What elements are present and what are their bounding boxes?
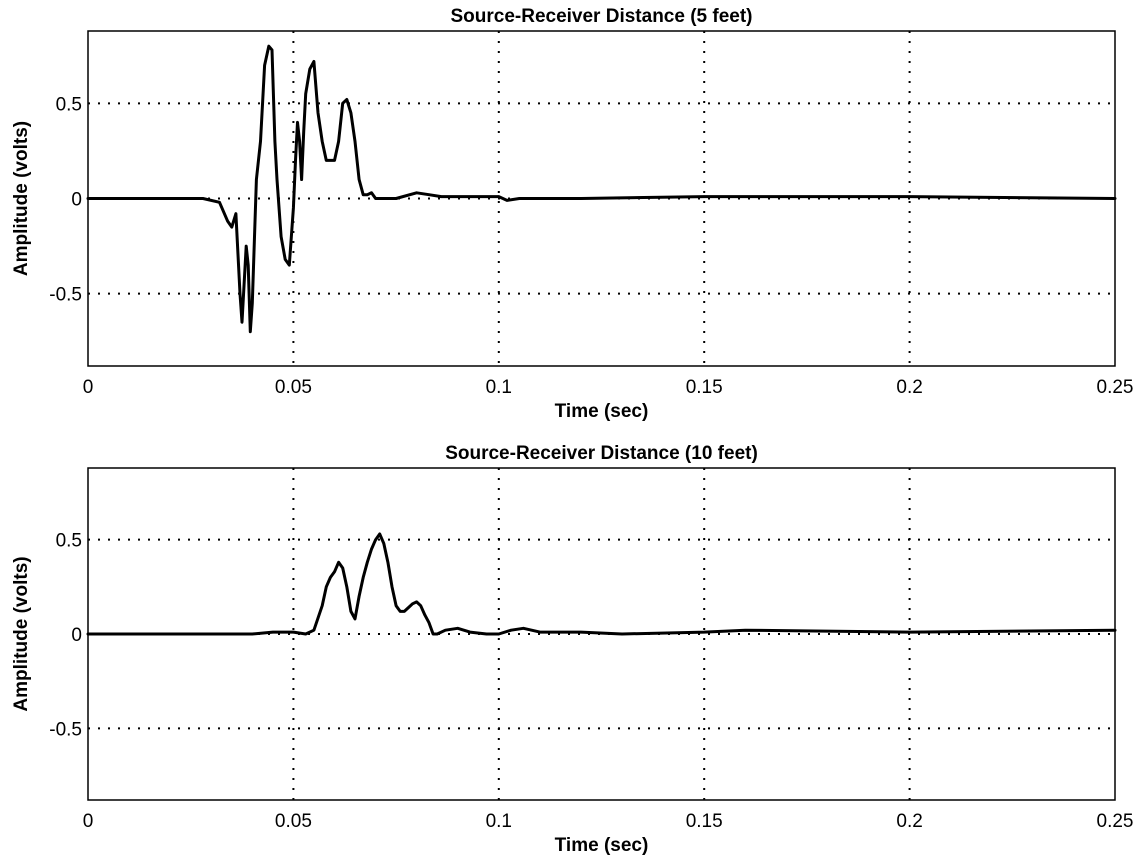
y-tick-label: 0.5 <box>56 531 82 552</box>
x-tick-label: 0.1 <box>486 377 512 398</box>
x-tick-label: 0.2 <box>896 377 922 398</box>
chart-title: Source-Receiver Distance (10 feet) <box>445 443 758 464</box>
x-axis-label: Time (sec) <box>555 401 649 422</box>
y-tick-label: 0 <box>71 190 82 211</box>
x-tick-label: 0.1 <box>486 811 512 832</box>
series-line-1 <box>86 532 1117 636</box>
y-axis-label: Amplitude (volts) <box>11 121 32 276</box>
chart-panel-1: 0 0.05 0.1 0.15 0.2 0.25 0.5 0 -0.5 Source-Receiv… <box>11 6 1133 422</box>
y-tick-label: -0.5 <box>49 285 82 306</box>
chart-title: Source-Receiver Distance (5 feet) <box>450 6 752 27</box>
x-tick-label: 0.25 <box>1097 377 1134 398</box>
x-tick-label: 0.05 <box>275 811 312 832</box>
y-axis-label: Amplitude (volts) <box>11 556 32 711</box>
x-tick-label: 0.15 <box>686 811 723 832</box>
x-tick-label: 0 <box>83 377 94 398</box>
x-tick-label: 0.15 <box>686 377 723 398</box>
chart-panel-2: 0 0.05 0.1 0.15 0.2 0.25 0.5 0 -0.5 Source-Receiv… <box>11 443 1133 856</box>
x-tick-label: 0.25 <box>1097 811 1134 832</box>
x-tick-label: 0.05 <box>275 377 312 398</box>
x-tick-label: 0 <box>83 811 94 832</box>
y-tick-label: 0.5 <box>56 94 82 115</box>
series-line-1 <box>86 44 1117 334</box>
y-tick-label: 0 <box>71 625 82 646</box>
x-axis-label: Time (sec) <box>555 835 649 856</box>
x-tick-label: 0.2 <box>896 811 922 832</box>
y-tick-label: -0.5 <box>49 719 82 740</box>
